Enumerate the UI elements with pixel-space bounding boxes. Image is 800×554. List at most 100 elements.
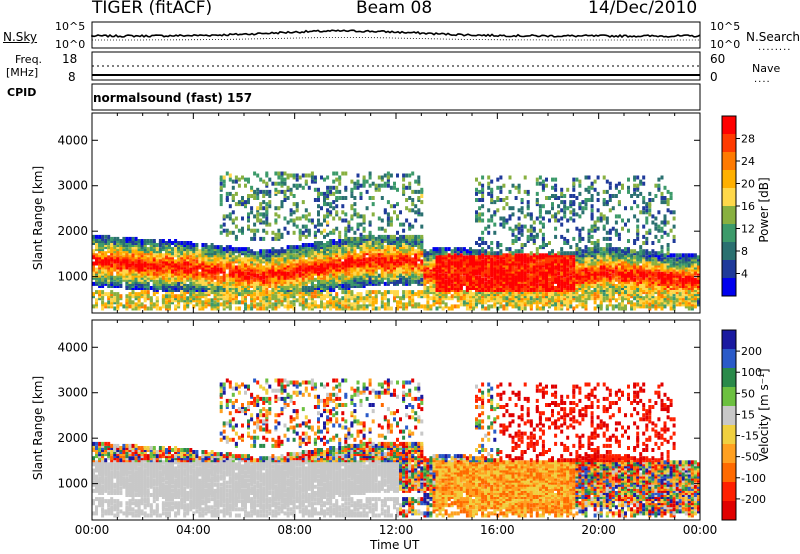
power-cell bbox=[225, 253, 229, 258]
power-cell bbox=[499, 198, 503, 202]
power-cell bbox=[320, 191, 323, 196]
power-cell bbox=[137, 245, 141, 250]
power-cell bbox=[265, 216, 269, 221]
power-cell bbox=[584, 263, 588, 268]
power-cell bbox=[587, 189, 591, 194]
power-cell bbox=[216, 271, 220, 276]
power-cell bbox=[587, 247, 591, 252]
power-cell bbox=[405, 173, 409, 178]
power-cell bbox=[411, 298, 415, 303]
power-cell bbox=[426, 294, 430, 299]
power-cell bbox=[353, 294, 357, 299]
power-cell bbox=[256, 196, 260, 200]
power-cell bbox=[514, 239, 518, 243]
power-cell bbox=[453, 247, 457, 252]
power-cell bbox=[137, 259, 141, 264]
power-cell bbox=[171, 247, 174, 252]
power-cell bbox=[584, 175, 588, 180]
power-cell bbox=[307, 243, 311, 247]
power-cell bbox=[262, 200, 266, 205]
power-cell bbox=[198, 253, 202, 258]
power-cell bbox=[356, 304, 360, 309]
power-cell bbox=[557, 271, 561, 276]
power-cell bbox=[393, 185, 396, 190]
power-cell bbox=[204, 290, 208, 295]
power-cell bbox=[496, 241, 500, 245]
power-cell bbox=[125, 294, 129, 299]
power-cell bbox=[569, 269, 573, 274]
power-cell bbox=[541, 232, 545, 237]
power-cell bbox=[505, 296, 509, 301]
power-cell bbox=[195, 302, 199, 307]
power-cell bbox=[210, 298, 214, 303]
power-cell bbox=[189, 249, 193, 254]
power-cell bbox=[301, 200, 305, 205]
power-cell bbox=[481, 212, 485, 217]
power-cell bbox=[317, 218, 320, 223]
power-cell bbox=[417, 290, 421, 295]
power-cell bbox=[590, 261, 594, 266]
power-cell bbox=[298, 261, 302, 266]
power-cell bbox=[247, 200, 250, 205]
power-cell bbox=[225, 249, 229, 254]
power-cell bbox=[329, 306, 333, 311]
power-cell bbox=[493, 200, 497, 205]
power-cell bbox=[335, 241, 339, 245]
power-cell bbox=[237, 300, 241, 305]
power-cell bbox=[438, 273, 442, 278]
power-cell bbox=[134, 306, 138, 311]
power-cell bbox=[301, 257, 305, 262]
power-cell bbox=[241, 271, 244, 276]
power-cell bbox=[237, 284, 241, 288]
power-cell bbox=[210, 261, 214, 266]
power-cell bbox=[326, 275, 330, 280]
power-cell bbox=[541, 253, 545, 258]
power-cell bbox=[219, 294, 223, 299]
power-cell bbox=[259, 257, 263, 262]
power-cell bbox=[459, 275, 463, 280]
power-cell bbox=[131, 294, 135, 299]
power-cell bbox=[320, 290, 323, 295]
power-cell bbox=[183, 245, 187, 250]
power-cell bbox=[508, 226, 512, 231]
power-cell bbox=[307, 302, 311, 307]
power-cell bbox=[201, 243, 205, 247]
power-cell bbox=[207, 271, 211, 276]
power-cell bbox=[307, 218, 311, 223]
power-cell bbox=[262, 189, 266, 194]
power-cell bbox=[298, 228, 302, 233]
power-cell bbox=[158, 275, 162, 280]
power-cell bbox=[469, 290, 472, 295]
power-cell bbox=[140, 257, 144, 262]
power-cell bbox=[119, 257, 123, 262]
power-cell bbox=[283, 294, 287, 299]
power-cell bbox=[289, 208, 293, 213]
power-cell bbox=[253, 232, 257, 237]
power-cell bbox=[475, 298, 478, 303]
power-cell bbox=[313, 277, 317, 282]
power-cell bbox=[590, 241, 594, 245]
power-cell bbox=[554, 286, 558, 290]
power-cell bbox=[469, 302, 472, 307]
power-cell bbox=[265, 275, 269, 280]
power-cell bbox=[313, 241, 317, 245]
power-cell bbox=[228, 257, 232, 262]
power-cell bbox=[572, 208, 576, 213]
power-cell bbox=[247, 216, 250, 221]
power-cell bbox=[420, 187, 424, 192]
power-cell bbox=[265, 171, 269, 176]
power-cell bbox=[326, 267, 330, 272]
power-cell bbox=[253, 251, 257, 256]
power-cell bbox=[408, 290, 412, 295]
power-cell bbox=[268, 296, 272, 301]
power-cell bbox=[250, 294, 254, 299]
power-cell bbox=[137, 261, 141, 266]
power-cell bbox=[225, 273, 229, 278]
power-cell bbox=[386, 234, 390, 239]
power-cell bbox=[168, 294, 171, 299]
power-cell bbox=[484, 281, 488, 286]
power-cell bbox=[207, 275, 211, 280]
power-cell bbox=[326, 232, 330, 237]
power-cell bbox=[365, 296, 369, 301]
freq-tick-bottom: 8 bbox=[68, 70, 76, 84]
